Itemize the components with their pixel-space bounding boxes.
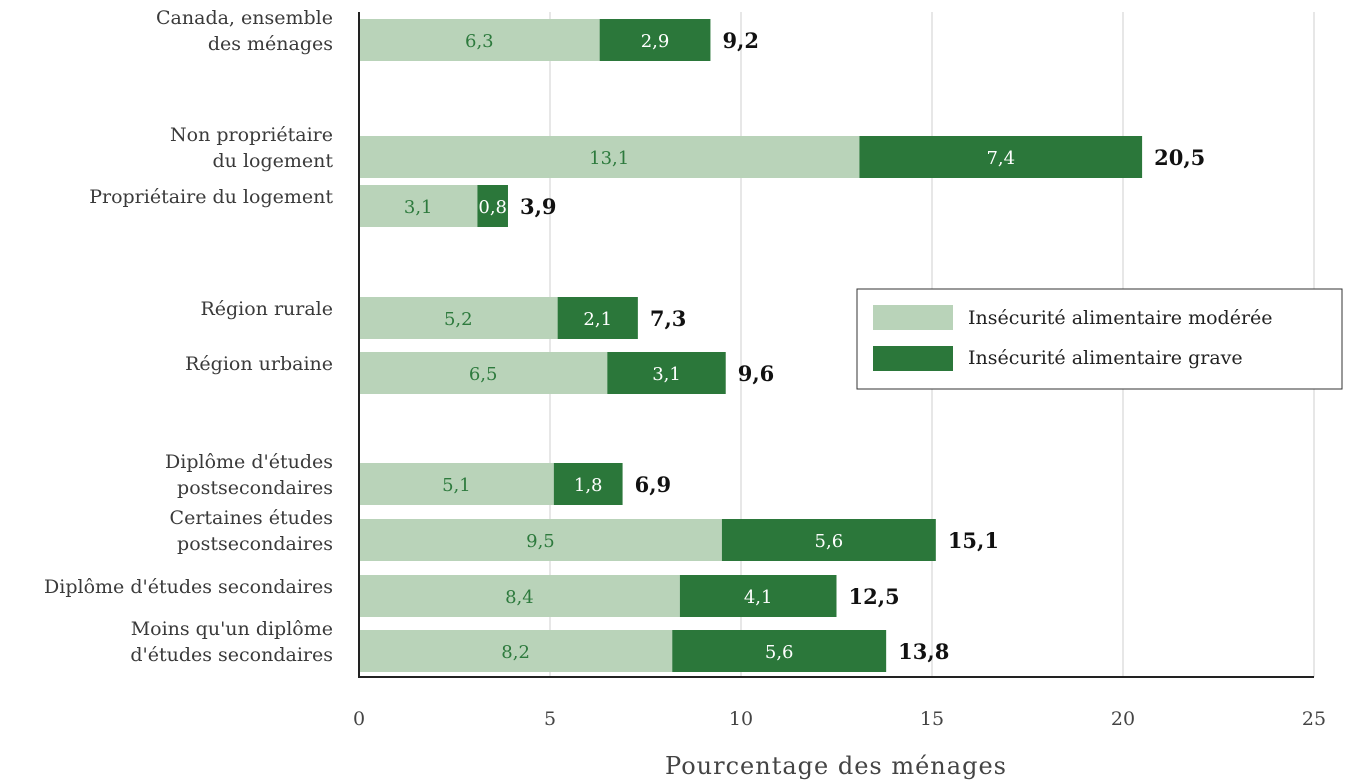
- bar-segment-severe-6: [721, 519, 936, 561]
- bar-total-label: 13,8: [898, 639, 949, 664]
- bar-segment-severe-7: [679, 575, 837, 617]
- bar-segment-severe-4: [607, 352, 726, 394]
- category-label-line: Certaines études: [170, 507, 333, 529]
- bar-segment-severe-1: [859, 136, 1143, 178]
- x-tick-label: 25: [1302, 708, 1326, 730]
- category-label-line: Moins qu'un diplôme: [131, 618, 333, 640]
- bar-value-label: 7,4: [986, 148, 1015, 169]
- bar-value-label: 4,1: [744, 587, 773, 608]
- bar-segment-moderate-3: [359, 297, 558, 339]
- bar-segment-moderate-5: [359, 463, 554, 505]
- bar-segment-severe-5: [553, 463, 623, 505]
- bar-value-label: 5,1: [442, 475, 471, 496]
- category-label-line: Canada, ensemble: [156, 7, 333, 29]
- bar-segment-severe-8: [672, 630, 887, 672]
- bar-total-label: 20,5: [1154, 145, 1205, 170]
- bar-value-label: 8,4: [505, 587, 534, 608]
- bar-segment-moderate-2: [359, 185, 478, 227]
- category-label-line: Propriétaire du logement: [89, 186, 333, 208]
- legend-label-severe: Insécurité alimentaire grave: [968, 347, 1243, 369]
- bar-total-label: 6,9: [635, 472, 672, 497]
- category-label-line: d'études secondaires: [130, 644, 333, 666]
- bar-segment-severe-3: [557, 297, 638, 339]
- category-label: Non propriétaire du logement: [170, 124, 333, 172]
- category-label: Région rurale: [200, 298, 333, 320]
- bar-value-label: 5,6: [815, 531, 844, 552]
- bar-total-label: 9,6: [738, 361, 775, 386]
- category-label-line: Non propriétaire: [170, 124, 333, 146]
- bar-total-label: 7,3: [650, 306, 687, 331]
- category-label: Diplôme d'études secondaires: [44, 576, 333, 598]
- category-label: Région urbaine: [185, 353, 333, 375]
- x-tick-label: 20: [1111, 708, 1135, 730]
- bar-value-label: 3,1: [404, 197, 433, 218]
- category-label: Canada, ensemble des ménages: [156, 7, 333, 55]
- bar-value-label: 0,8: [478, 197, 507, 218]
- category-label-line: Diplôme d'études secondaires: [44, 576, 333, 598]
- bar-value-label: 13,1: [589, 148, 629, 169]
- category-label-line: des ménages: [208, 33, 333, 55]
- x-tick-label: 0: [353, 708, 365, 730]
- x-tick-label: 15: [920, 708, 944, 730]
- category-label: Certaines études postsecondaires: [170, 507, 333, 555]
- bar-segment-moderate-7: [359, 575, 680, 617]
- legend-box: [856, 288, 1343, 390]
- bar-value-label: 2,1: [583, 309, 612, 330]
- bar-segment-moderate-8: [359, 630, 673, 672]
- category-label: Moins qu'un diplôme d'études secondaires: [130, 618, 333, 666]
- category-label-line: Diplôme d'études: [165, 451, 333, 473]
- bar-total-label: 9,2: [722, 28, 759, 53]
- bar-value-label: 6,5: [469, 364, 498, 385]
- category-label: Propriétaire du logement: [89, 186, 333, 208]
- bar-value-label: 6,3: [465, 31, 494, 52]
- category-label-line: postsecondaires: [177, 533, 333, 555]
- category-label: Diplôme d'études postsecondaires: [165, 451, 333, 499]
- x-axis-label: Pourcentage des ménages: [665, 752, 1007, 780]
- bar-value-label: 5,6: [765, 642, 794, 663]
- x-tick-labels: 0 5 10 15 20 25: [353, 708, 1326, 730]
- bar-segment-moderate-1: [359, 136, 860, 178]
- bar-segment-moderate-6: [359, 519, 722, 561]
- category-label-line: Région urbaine: [185, 353, 333, 375]
- legend-label-moderate: Insécurité alimentaire modérée: [968, 307, 1273, 329]
- bar-value-label: 1,8: [574, 475, 603, 496]
- bar-value-label: 8,2: [501, 642, 530, 663]
- bar-total-label: 3,9: [520, 194, 557, 219]
- category-label-line: Région rurale: [200, 298, 333, 320]
- legend-swatch-severe: [873, 346, 953, 371]
- bar-segment-severe-0: [599, 19, 711, 61]
- bar-value-label: 3,1: [652, 364, 681, 385]
- legend-swatch-moderate: [873, 305, 953, 330]
- bar-segment-moderate-0: [359, 19, 600, 61]
- bar-value-label: 9,5: [526, 531, 555, 552]
- bar-segment-moderate-4: [359, 352, 608, 394]
- bar-segment-severe-2: [477, 185, 508, 227]
- bars: 6,3 2,9 9,2 13,1 7,4 20,5 3,1 0,8 3,9 5,2 2,1 7,3 6,…: [359, 19, 1205, 672]
- axes: [358, 12, 1314, 678]
- legend: Insécurité alimentaire modérée Insécurit…: [856, 288, 1343, 390]
- category-labels: Canada, ensemble des ménages Non propriéta…: [44, 7, 333, 666]
- x-tick-label: 5: [544, 708, 556, 730]
- x-tick-label: 10: [729, 708, 753, 730]
- bar-value-label: 5,2: [444, 309, 473, 330]
- bar-total-label: 15,1: [948, 528, 999, 553]
- category-label-line: du logement: [213, 150, 334, 172]
- bar-value-label: 2,9: [641, 31, 670, 52]
- bar-total-label: 12,5: [849, 584, 900, 609]
- category-label-line: postsecondaires: [177, 477, 333, 499]
